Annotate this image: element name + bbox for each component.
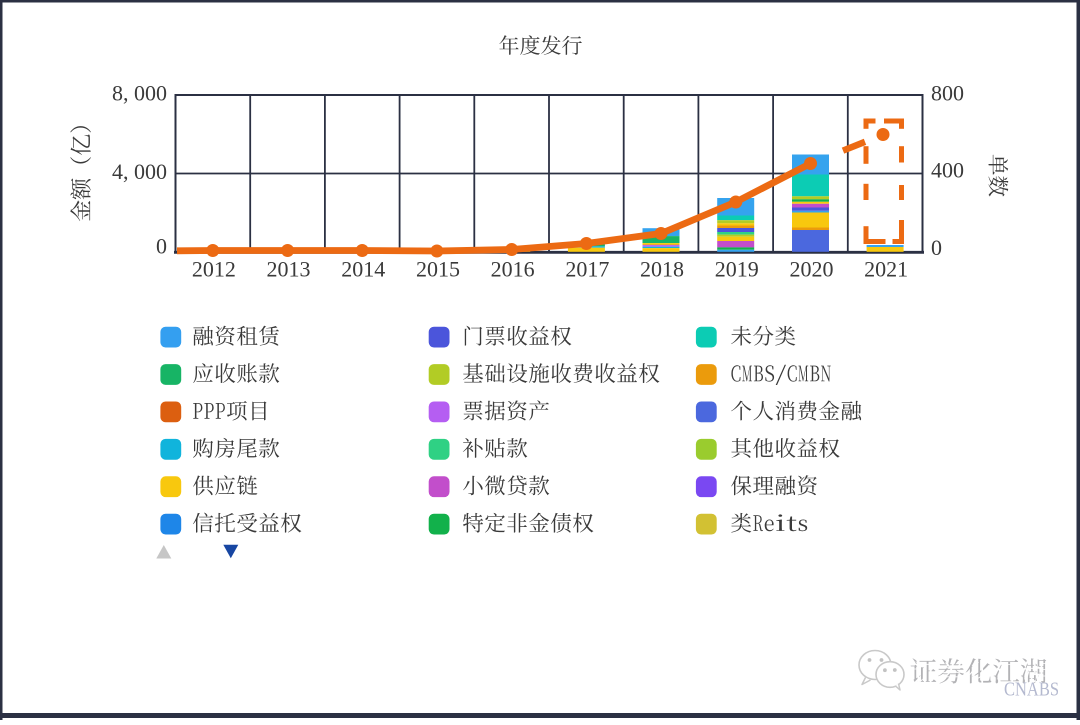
svg-text:2014: 2014 (341, 256, 385, 281)
svg-text:800: 800 (931, 81, 964, 106)
svg-text:2017: 2017 (565, 256, 609, 281)
svg-text:4, 000: 4, 000 (112, 159, 167, 184)
svg-text:CNABS: CNABS (1004, 679, 1059, 701)
svg-text:0: 0 (931, 235, 942, 260)
svg-text:2012: 2012 (192, 256, 236, 281)
svg-text:2013: 2013 (267, 256, 311, 281)
svg-text:2015: 2015 (416, 256, 460, 281)
svg-text:2019: 2019 (715, 256, 759, 281)
svg-text:0: 0 (156, 234, 167, 259)
svg-text:2021: 2021 (864, 256, 908, 281)
svg-text:2016: 2016 (491, 256, 535, 281)
svg-text:400: 400 (931, 158, 964, 183)
svg-text:8, 000: 8, 000 (112, 81, 167, 106)
svg-text:2018: 2018 (640, 256, 684, 281)
svg-text:2020: 2020 (789, 256, 833, 281)
